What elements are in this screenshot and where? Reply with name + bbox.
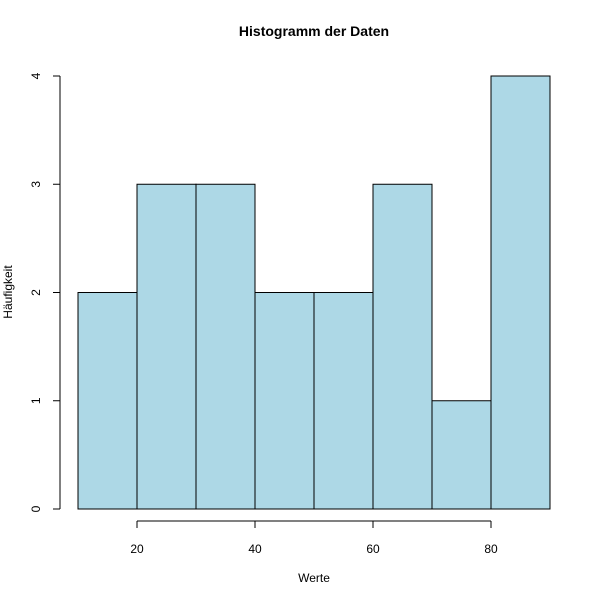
- y-tick-label-0: 0: [29, 505, 43, 512]
- y-tick-label-3: 3: [29, 181, 43, 188]
- histogram-bar-60-70: [372, 183, 433, 510]
- histogram-bar-20-30: [136, 183, 197, 510]
- y-axis: 0 1 2 3 4: [29, 72, 61, 512]
- y-tick-label-1: 1: [29, 397, 43, 404]
- chart-title: Histogramm der Daten: [239, 23, 389, 39]
- histogram-bar-40-50: [254, 292, 315, 510]
- x-axis: 20 40 60 80: [130, 520, 498, 556]
- x-axis-label: Werte: [298, 571, 330, 585]
- histogram-bar-80-90: [490, 75, 551, 510]
- x-tick-label-40: 40: [248, 542, 262, 556]
- x-tick-label-80: 80: [484, 542, 498, 556]
- histogram-bar-10-20: [77, 292, 138, 510]
- histogram-bar-50-60: [313, 292, 374, 510]
- histogram-bar-70-80: [431, 400, 492, 510]
- y-tick-label-4: 4: [29, 72, 43, 79]
- y-tick-label-2: 2: [29, 289, 43, 296]
- y-axis-label: Häufigkeit: [1, 265, 15, 319]
- x-tick-label-60: 60: [366, 542, 380, 556]
- bars-layer: [77, 75, 551, 510]
- x-tick-label-20: 20: [130, 542, 144, 556]
- histogram-bar-30-40: [195, 183, 256, 510]
